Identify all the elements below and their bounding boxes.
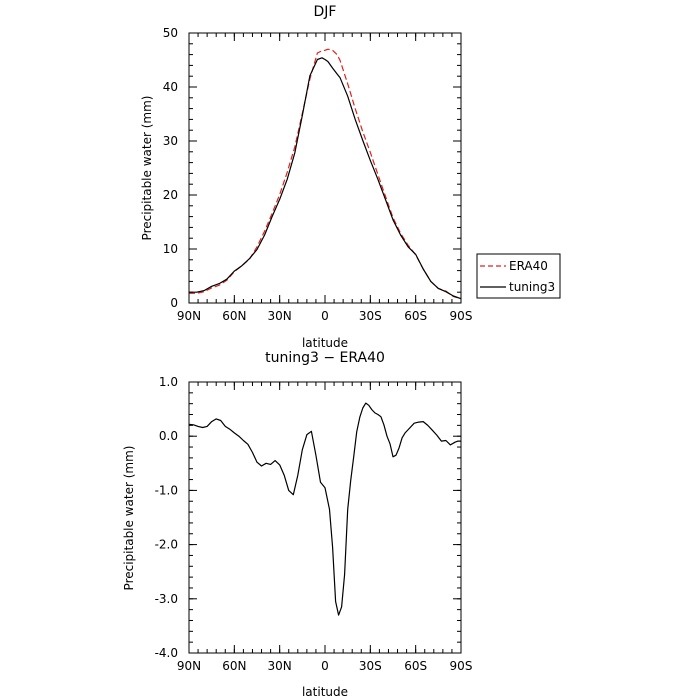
difference-y-tick-label: -1.0 [155, 483, 178, 497]
djf-panel: DJF 90N 60N 30N 0 30S 60S 90S 0 10 20 30 40 50 latit… [140, 4, 472, 350]
difference-x-axis-label: latitude [302, 685, 348, 699]
djf-y-tick-label: 50 [163, 26, 178, 40]
djf-ticks-group: 90N 60N 30N 0 30S 60S 90S 0 10 20 30 40 50 [163, 26, 473, 323]
djf-y-tick-label: 0 [170, 296, 178, 310]
djf-y-axis-label: Precipitable water (mm) [140, 96, 154, 241]
djf-y-tick-label: 10 [163, 242, 178, 256]
difference-series-line-0 [188, 402, 461, 616]
difference-y-tick-label: 0.0 [159, 429, 178, 443]
djf-y-tick-label: 40 [163, 80, 178, 94]
djf-series-group [189, 48, 462, 300]
djf-title: DJF [314, 4, 337, 20]
djf-series-line-era40 [189, 48, 462, 300]
difference-title: tuning3 − ERA40 [265, 350, 385, 366]
difference-x-tick-label: 30S [359, 659, 382, 673]
djf-x-tick-label: 30N [268, 309, 292, 323]
djf-x-tick-label: 0 [321, 309, 329, 323]
djf-x-tick-label: 90S [450, 309, 473, 323]
djf-series-line-tuning3 [189, 57, 462, 300]
djf-x-tick-label: 30S [359, 309, 382, 323]
djf-y-tick-label: 30 [163, 134, 178, 148]
difference-series-group [188, 402, 461, 616]
difference-plot-frame [188, 381, 462, 654]
difference-ticks-group: 90N 60N 30N 0 30S 60S 90S 1.0 0.0 -1.0 -2.0 -3.0 -4.… [155, 375, 473, 673]
difference-x-tick-label: 90S [450, 659, 473, 673]
difference-panel: tuning3 − ERA40 90N 60N 30N 0 30S 60S 90S 1.0 0.… [122, 350, 472, 699]
djf-x-tick-label: 60N [222, 309, 246, 323]
difference-y-tick-label: -4.0 [155, 646, 178, 660]
djf-x-axis-label: latitude [302, 336, 348, 350]
difference-x-tick-label: 60N [222, 659, 246, 673]
djf-x-tick-label: 90N [177, 309, 201, 323]
djf-y-tick-label: 20 [163, 188, 178, 202]
difference-y-tick-label: 1.0 [159, 375, 178, 389]
legend-label-tuning3: tuning3 [509, 280, 555, 294]
difference-x-tick-label: 0 [321, 659, 329, 673]
legend-label-era40: ERA40 [509, 259, 548, 273]
djf-x-tick-label: 60S [404, 309, 427, 323]
difference-x-tick-label: 60S [404, 659, 427, 673]
difference-y-tick-label: -2.0 [155, 538, 178, 552]
difference-y-tick-label: -3.0 [155, 592, 178, 606]
difference-x-tick-label: 30N [268, 659, 292, 673]
legend: ERA40 tuning3 [476, 253, 561, 299]
difference-x-tick-label: 90N [177, 659, 201, 673]
legend-box [476, 253, 561, 299]
difference-y-axis-label: Precipitable water (mm) [122, 446, 136, 591]
